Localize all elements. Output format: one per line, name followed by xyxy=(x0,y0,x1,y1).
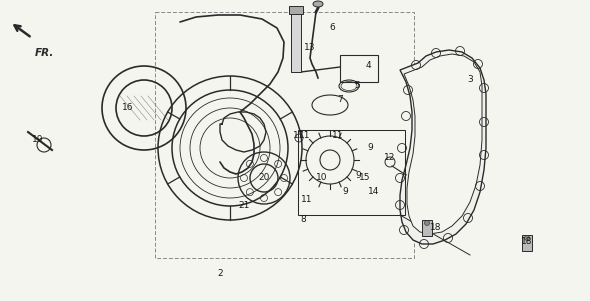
Ellipse shape xyxy=(313,1,323,7)
Text: 7: 7 xyxy=(337,95,343,104)
Text: 6: 6 xyxy=(329,23,335,33)
Text: 3: 3 xyxy=(467,76,473,85)
Text: 21: 21 xyxy=(238,200,250,209)
Bar xyxy=(291,12,301,72)
Text: 18: 18 xyxy=(521,237,533,247)
Text: 16: 16 xyxy=(122,104,134,113)
Text: FR.: FR. xyxy=(35,48,54,58)
Circle shape xyxy=(424,221,430,225)
Bar xyxy=(298,130,405,215)
Text: 19: 19 xyxy=(32,135,44,144)
Polygon shape xyxy=(400,50,486,244)
Text: 4: 4 xyxy=(365,61,371,70)
Text: 14: 14 xyxy=(368,188,380,197)
Text: 10: 10 xyxy=(316,173,328,182)
Bar xyxy=(340,55,378,82)
Bar xyxy=(522,235,532,251)
Text: 8: 8 xyxy=(300,216,306,225)
Text: 11: 11 xyxy=(299,132,311,141)
Text: 9: 9 xyxy=(342,188,348,197)
Text: 11: 11 xyxy=(332,132,344,141)
Bar xyxy=(289,6,303,14)
Circle shape xyxy=(525,235,529,240)
Polygon shape xyxy=(404,54,482,234)
Text: 9: 9 xyxy=(367,144,373,153)
Text: 17: 17 xyxy=(293,132,305,141)
Text: 11: 11 xyxy=(301,196,313,204)
Text: 12: 12 xyxy=(384,154,396,163)
Text: 5: 5 xyxy=(354,80,360,89)
Text: 2: 2 xyxy=(217,268,223,278)
Bar xyxy=(155,12,414,258)
Text: 9: 9 xyxy=(355,170,361,179)
Text: 18: 18 xyxy=(430,224,442,232)
Text: 20: 20 xyxy=(258,173,270,182)
Text: 13: 13 xyxy=(304,44,316,52)
Text: 15: 15 xyxy=(359,173,371,182)
Bar xyxy=(422,220,432,236)
